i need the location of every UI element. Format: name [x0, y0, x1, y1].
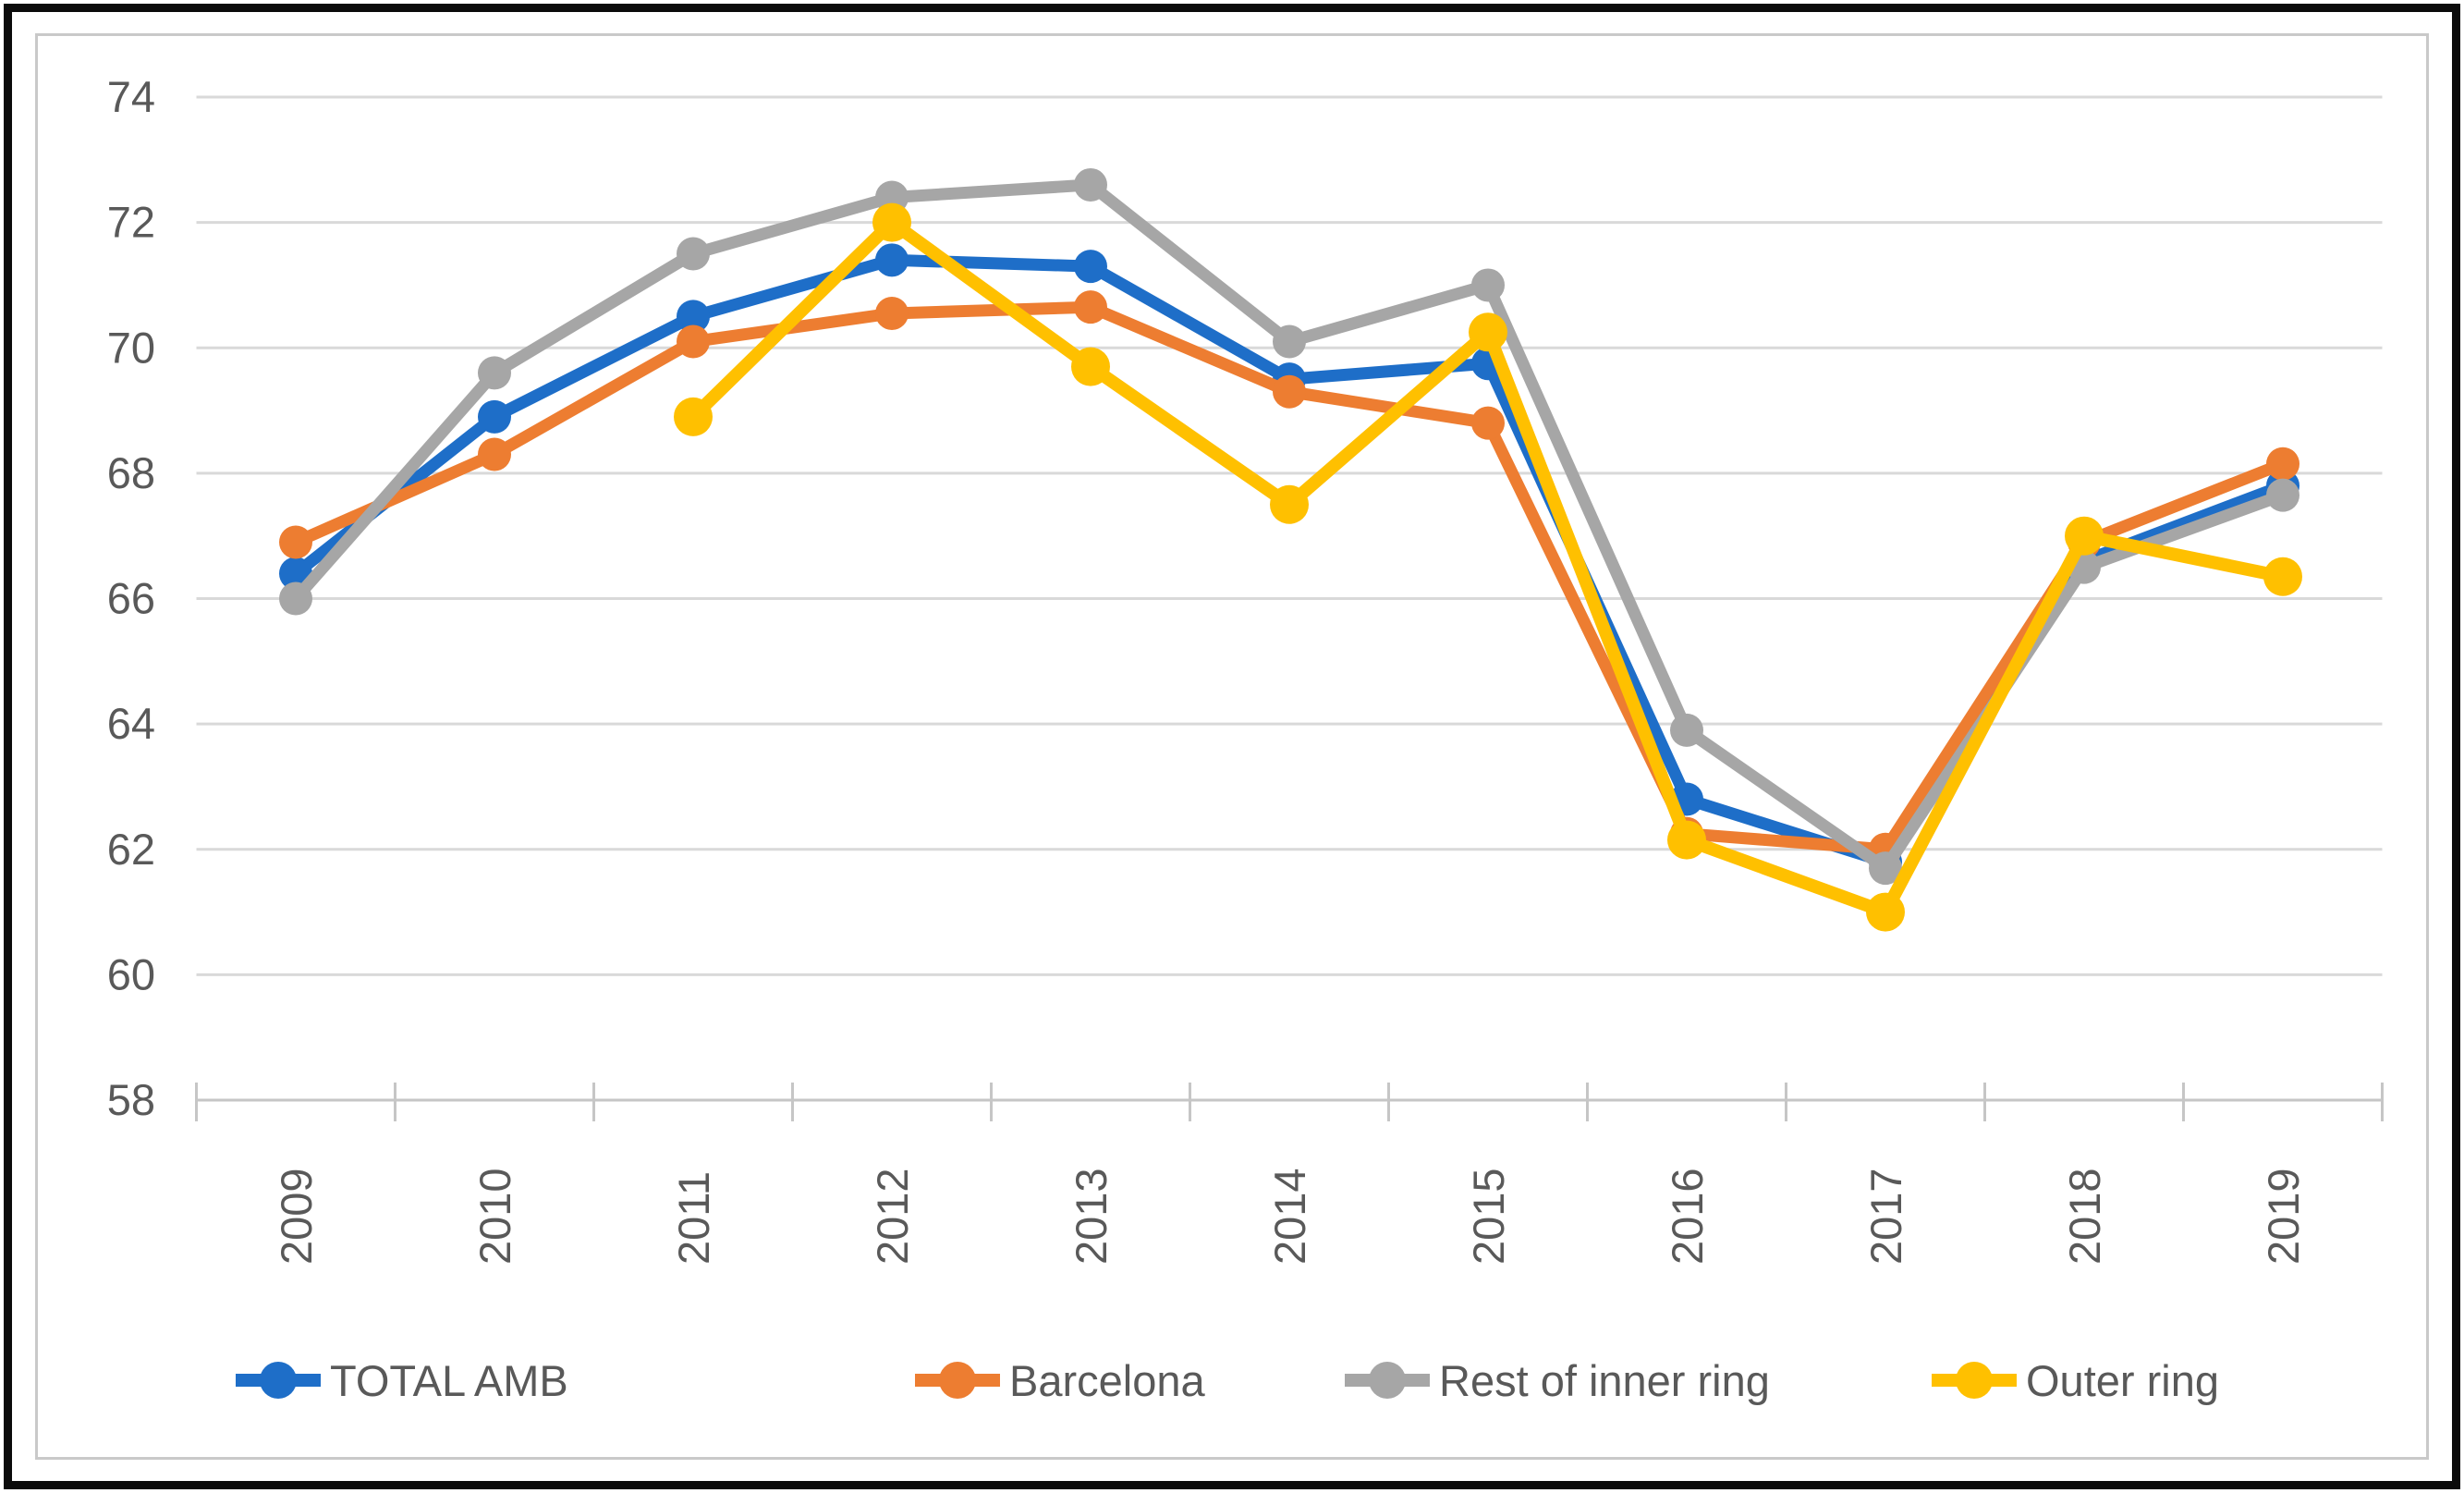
data-point — [1471, 268, 1505, 302]
y-axis-label-70: 70 — [107, 323, 155, 372]
data-point — [1270, 484, 1309, 524]
x-axis-label-2014: 2014 — [1265, 1168, 1314, 1265]
data-point — [279, 525, 312, 559]
series-line — [289, 178, 2289, 875]
data-point — [279, 581, 312, 616]
data-point — [1469, 312, 1507, 352]
data-point — [872, 202, 911, 242]
legend-dot-total-amb — [260, 1362, 297, 1399]
series-rest-of-inner-ring — [279, 167, 2299, 886]
data-point — [1866, 892, 1905, 932]
x-axis-label-2009: 2009 — [272, 1168, 321, 1265]
x-axis-label-2013: 2013 — [1067, 1168, 1116, 1265]
data-point — [1471, 406, 1505, 440]
data-point — [2263, 557, 2302, 596]
legend-marker-total-amb — [236, 1362, 321, 1399]
x-axis — [195, 1083, 2384, 1121]
data-point — [677, 237, 710, 271]
y-axis-label-62: 62 — [107, 825, 155, 874]
legend-label-outer-ring: Outer ring — [2026, 1355, 2219, 1405]
data-point — [1670, 713, 1703, 747]
data-point — [677, 300, 710, 334]
series-outer-ring — [674, 202, 2302, 932]
data-point — [875, 243, 909, 277]
data-point — [1273, 324, 1306, 359]
x-axis-label-2011: 2011 — [669, 1171, 718, 1265]
legend-marker-outer-ring — [1932, 1362, 2017, 1399]
data-point — [2065, 516, 2104, 556]
y-axis-label-64: 64 — [107, 699, 155, 748]
y-axis-labels: 58 60 62 64 66 68 70 72 74 — [107, 72, 155, 1124]
data-point — [875, 296, 909, 330]
x-axis-label-2018: 2018 — [2060, 1168, 2109, 1265]
legend-item-rest-of-inner-ring: Rest of inner ring — [1345, 1348, 1770, 1413]
x-axis-label-2010: 2010 — [470, 1168, 519, 1265]
legend-dot-outer-ring — [1956, 1362, 1993, 1399]
x-axis-label-2019: 2019 — [2259, 1168, 2308, 1265]
legend-dot-rest-of-inner-ring — [1369, 1362, 1406, 1399]
chart-object-frame — [35, 33, 2429, 1460]
legend-item-barcelona: Barcelona — [915, 1348, 1205, 1413]
x-axis-label-2015: 2015 — [1464, 1168, 1513, 1265]
y-axis-label-74: 74 — [107, 72, 155, 121]
legend-label-total-amb: TOTAL AMB — [330, 1355, 568, 1405]
y-axis-label-58: 58 — [107, 1075, 155, 1124]
legend-dot-barcelona — [939, 1362, 976, 1399]
x-axis-label-2017: 2017 — [1861, 1168, 1910, 1265]
data-point — [1869, 851, 1902, 886]
data-point — [1667, 820, 1706, 860]
legend-item-outer-ring: Outer ring — [1932, 1348, 2219, 1413]
data-point — [478, 437, 511, 471]
x-axis-labels: 2009 2010 2011 2012 2013 2014 2015 2016 2017 2018… — [272, 1168, 2308, 1265]
legend-label-rest-of-inner-ring: Rest of inner ring — [1439, 1355, 1770, 1405]
data-point — [2266, 478, 2299, 512]
data-point — [674, 397, 713, 436]
x-axis-label-2012: 2012 — [868, 1168, 917, 1265]
legend-label-barcelona: Barcelona — [1009, 1355, 1205, 1405]
data-point — [478, 356, 511, 390]
legend-marker-rest-of-inner-ring — [1345, 1362, 1430, 1399]
y-axis-label-72: 72 — [107, 198, 155, 247]
data-point — [1074, 250, 1107, 284]
data-point — [677, 324, 710, 359]
legend-item-total-amb: TOTAL AMB — [236, 1348, 568, 1413]
series-barcelona — [279, 290, 2299, 866]
data-point — [1071, 347, 1110, 386]
legend: TOTAL AMB Barcelona Rest of inner ring O… — [0, 1348, 2464, 1413]
data-point — [1074, 167, 1107, 202]
data-point — [1273, 374, 1306, 409]
x-axis-label-2016: 2016 — [1663, 1168, 1712, 1265]
y-axis-label-66: 66 — [107, 574, 155, 623]
y-axis-label-60: 60 — [107, 949, 155, 998]
data-point — [2266, 447, 2299, 481]
y-axis-label-68: 68 — [107, 448, 155, 497]
data-point — [478, 399, 511, 434]
gridlines — [196, 95, 2383, 976]
data-point — [1074, 290, 1107, 324]
legend-marker-barcelona — [915, 1362, 1000, 1399]
